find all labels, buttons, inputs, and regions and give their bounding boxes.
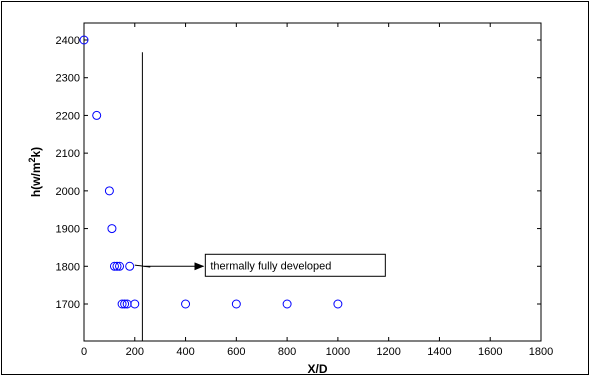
- data-point: [92, 110, 102, 120]
- y-tick-label: 2300: [56, 73, 80, 85]
- data-point: [104, 186, 114, 196]
- data-point: [282, 299, 292, 309]
- data-point: [79, 35, 89, 45]
- data-point: [107, 224, 117, 234]
- data-point: [109, 261, 119, 271]
- y-tick-label: 1700: [56, 299, 80, 311]
- plot-area-frame: [83, 22, 542, 342]
- y-tick-label: 2000: [56, 186, 80, 198]
- annotation-box: [204, 253, 386, 277]
- y-axis-label: h(w/m2k): [27, 147, 43, 197]
- y-tick-label: 2100: [56, 148, 80, 160]
- data-point: [231, 299, 241, 309]
- x-tick-label: 1400: [427, 346, 451, 358]
- x-tick-label: 800: [278, 346, 296, 358]
- x-tick-label: 1800: [529, 346, 553, 358]
- x-tick-label: 1600: [478, 346, 502, 358]
- data-point: [130, 299, 140, 309]
- y-tick-label: 2400: [56, 35, 80, 47]
- data-point: [112, 261, 122, 271]
- data-point: [125, 261, 135, 271]
- x-axis-label: X/D: [307, 362, 327, 376]
- x-tick-label: 1000: [326, 346, 350, 358]
- x-tick-label: 600: [227, 346, 245, 358]
- data-point: [115, 261, 125, 271]
- y-tick-label: 2200: [56, 110, 80, 122]
- data-point: [120, 299, 130, 309]
- data-point: [117, 299, 127, 309]
- x-tick-label: 200: [126, 346, 144, 358]
- y-tick-label: 1900: [56, 224, 80, 236]
- data-point: [181, 299, 191, 309]
- x-tick-label: 1200: [376, 346, 400, 358]
- data-point: [333, 299, 343, 309]
- annotation-arrow: [134, 262, 205, 271]
- annotation-label: thermally fully developed: [210, 260, 331, 272]
- x-tick-label: 400: [176, 346, 194, 358]
- y-tick-label: 1800: [56, 261, 80, 273]
- x-tick-label: 0: [81, 346, 87, 358]
